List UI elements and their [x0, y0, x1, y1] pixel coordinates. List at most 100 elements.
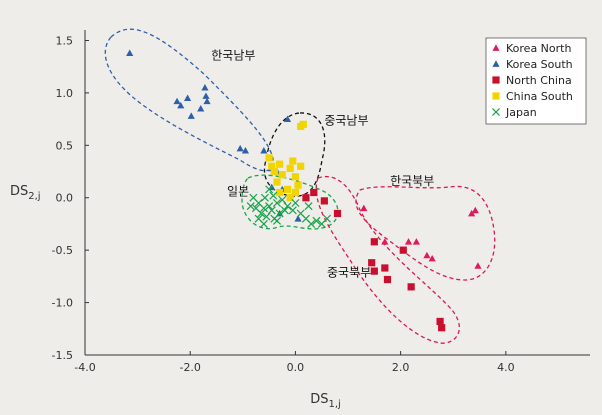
point-china-south	[291, 173, 300, 181]
point-korea-south	[236, 144, 244, 152]
point-north-china	[320, 197, 328, 205]
point-korea-north	[412, 238, 421, 245]
point-japan	[322, 214, 332, 223]
point-japan	[246, 202, 255, 211]
point-korea-south	[183, 94, 192, 102]
region-label: 중국북부	[327, 265, 371, 279]
boundary-japan	[241, 174, 339, 230]
legend-marker	[492, 44, 500, 51]
point-japan	[265, 202, 274, 211]
point-korea-north	[471, 206, 479, 214]
point-japan	[312, 216, 321, 225]
point-japan	[257, 209, 266, 218]
region-label: 한국남부	[211, 48, 255, 62]
point-japan	[259, 219, 268, 228]
point-china-south	[268, 162, 276, 170]
point-japan	[275, 209, 284, 218]
point-china-south	[283, 185, 292, 193]
x-tick-label: -4.0	[74, 361, 95, 374]
point-japan	[278, 195, 287, 204]
point-china-south	[294, 181, 302, 189]
point-japan	[259, 204, 268, 213]
point-korea-south	[294, 215, 302, 222]
point-china-south	[297, 162, 305, 170]
point-japan	[265, 185, 274, 194]
point-korea-north	[423, 251, 431, 259]
point-china-south	[278, 171, 286, 179]
point-korea-south	[173, 97, 181, 105]
legend-label: China South	[506, 90, 573, 103]
point-north-china	[407, 283, 415, 291]
point-north-china	[333, 209, 342, 218]
point-china-south	[299, 120, 307, 128]
point-china-south	[265, 154, 273, 162]
point-japan	[272, 198, 282, 208]
x-tick-label: 0.0	[287, 361, 305, 374]
point-china-south	[286, 194, 294, 202]
point-japan	[260, 193, 269, 202]
point-china-south	[273, 178, 281, 186]
y-tick-label: -1.0	[52, 297, 73, 310]
point-korea-south	[201, 84, 209, 91]
point-korea-south	[177, 101, 185, 109]
point-china-south	[286, 164, 294, 172]
point-north-china	[381, 264, 389, 272]
point-korea-south	[260, 146, 268, 154]
point-japan	[291, 198, 300, 208]
point-north-china	[438, 324, 446, 332]
point-north-china	[399, 246, 407, 254]
point-korea-south	[203, 97, 211, 105]
y-tick-label: 1.0	[56, 87, 74, 100]
point-korea-south	[187, 112, 195, 119]
legend-marker	[491, 107, 501, 117]
point-japan	[304, 202, 313, 211]
point-japan	[283, 202, 292, 211]
point-korea-south	[241, 146, 250, 154]
legend: Korea North Korea South North China China S…	[485, 37, 587, 125]
legend-marker	[492, 76, 500, 84]
legend-label: Japan	[505, 106, 537, 119]
point-japan	[272, 216, 282, 225]
point-japan	[288, 206, 297, 215]
point-korea-south	[202, 92, 210, 99]
legend-label: Korea South	[506, 58, 573, 71]
x-tick-label: 2.0	[392, 361, 410, 374]
point-korea-north	[404, 238, 413, 245]
region-label: 일본	[227, 185, 249, 199]
y-tick-label: 0.5	[56, 139, 74, 152]
point-korea-north	[468, 209, 476, 217]
point-korea-south	[283, 115, 292, 122]
point-china-south	[276, 160, 284, 168]
boundary-north-china	[315, 176, 460, 344]
point-japan	[262, 212, 271, 221]
legend-marker	[492, 60, 500, 67]
y-tick-label: -1.5	[52, 349, 73, 362]
y-tick-label: 0.0	[56, 192, 74, 205]
point-japan	[269, 191, 278, 200]
boundary-korea-north	[355, 185, 496, 281]
axes: -4.0 -2.0 0.0 2.0 4.0 1.5 1.0 0.5 0.0 -0.5 -1.0 -1.…	[10, 30, 590, 410]
x-axis-title: DS1,j	[310, 392, 341, 410]
point-north-china	[383, 275, 392, 284]
point-north-china	[310, 188, 318, 197]
x-tick-label: 4.0	[497, 361, 515, 374]
legend-box	[485, 37, 587, 125]
legend-label: North China	[506, 74, 572, 87]
region-label: 중국남부	[324, 113, 368, 127]
point-north-china	[370, 238, 378, 246]
point-korea-north	[381, 238, 389, 245]
region-label: 한국북부	[390, 174, 434, 188]
point-north-china	[370, 267, 378, 275]
boundary-korea-south	[104, 28, 274, 172]
point-china-south	[291, 188, 300, 197]
point-north-china	[302, 194, 310, 202]
point-china-south	[270, 167, 278, 176]
point-korea-north	[428, 254, 436, 262]
legend-label: Korea North	[506, 42, 571, 55]
point-korea-north	[474, 262, 482, 269]
y-tick-label: 1.5	[56, 34, 74, 47]
point-north-china	[436, 317, 444, 326]
